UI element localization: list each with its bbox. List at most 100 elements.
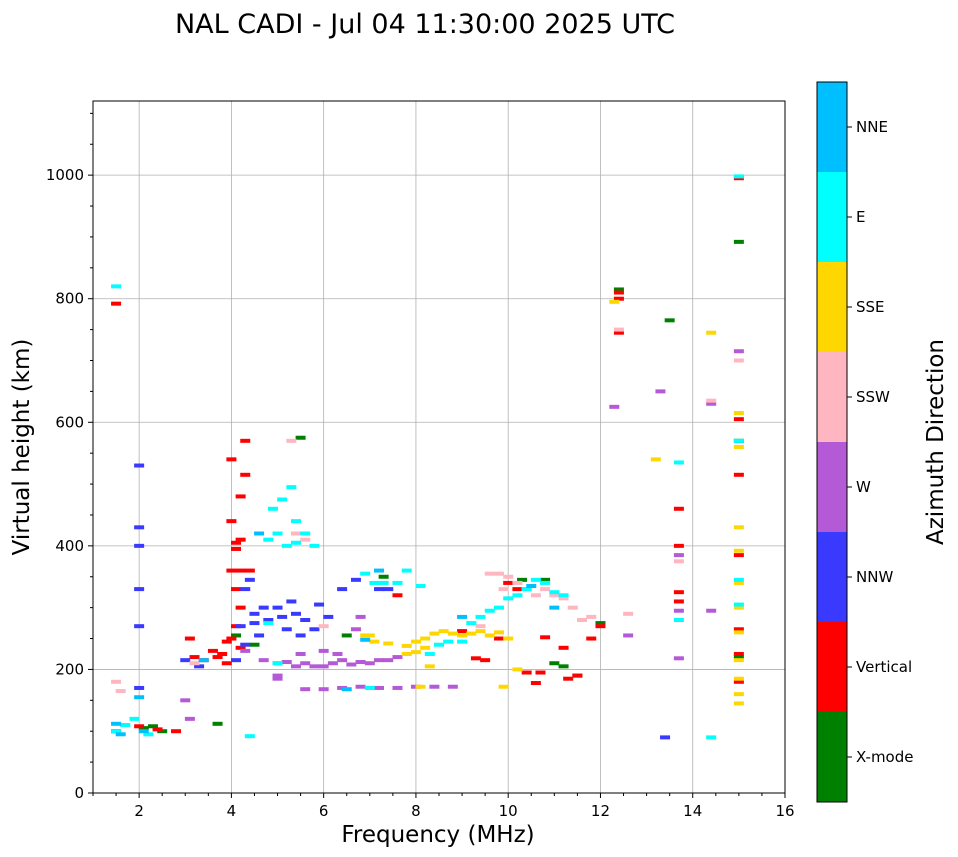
colorbar-tick-label: NNE [856,118,888,136]
echo-point-ssw [586,614,597,619]
echo-point-nnw [254,633,265,638]
echo-point-vertical [586,636,597,641]
echo-point-nnw [323,614,334,619]
echo-point-w [392,685,403,690]
echo-point-ssw [318,624,329,629]
colorbar-tick-label: SSE [856,298,885,316]
echo-point-e [521,587,532,592]
echo-point-e [111,284,122,289]
echo-point-w [300,687,311,692]
echo-point-nnw [134,525,145,530]
echo-point-sse [650,457,661,462]
x-tick-label: 10 [499,802,518,820]
echo-point-w [355,684,366,689]
echo-point-nnw [134,543,145,548]
colorbar-segment [817,352,847,442]
echo-point-e [300,531,311,536]
echo-point-e [277,497,288,502]
echo-point-w [383,658,394,663]
echo-point-nne [549,605,560,610]
echo-point-ssw [484,571,495,576]
echo-point-e [475,614,486,619]
echo-point-ssw [558,596,569,601]
echo-point-nne [111,721,122,726]
echo-point-e [272,531,283,536]
echo-point-e [290,519,301,524]
echo-point-sse [733,676,744,681]
echo-point-ssw [706,398,717,403]
echo-point-vertical [212,655,223,660]
echo-point-x-mode [595,621,606,626]
echo-point-ssw [498,587,509,592]
echo-point-ssw [189,661,200,666]
echo-point-vertical [673,506,684,511]
echo-point-nnw [350,577,361,582]
echo-point-sse [512,667,523,672]
echo-point-e [503,596,514,601]
echo-point-e [512,593,523,598]
echo-point-ssw [673,559,684,564]
echo-point-ssw [733,358,744,363]
echo-point-e [434,642,444,647]
echo-point-w [318,664,329,669]
echo-point-x-mode [249,642,260,647]
echo-point-w [346,662,357,667]
echo-point-x-mode [733,239,744,244]
echo-point-sse [429,631,440,636]
grid-lines [93,101,785,793]
echo-point-e [424,651,435,656]
echo-point-vertical [480,658,491,663]
echo-point-ssw [300,537,311,542]
echo-point-vertical [470,656,481,661]
echo-point-nne [360,637,371,642]
echo-point-e [484,608,495,613]
echo-point-vertical [733,472,744,477]
echo-point-vertical [184,636,195,641]
echo-point-e [392,580,403,585]
echo-point-vertical [226,568,237,573]
x-tick-label: 12 [591,802,610,820]
echo-point-x-mode [613,287,624,292]
echo-point-w [374,658,385,663]
echo-point-w [355,660,366,665]
echo-point-nnw [231,658,242,663]
echo-point-vertical [503,580,514,585]
chart-title: NAL CADI - Jul 04 11:30:00 2025 UTC [175,9,675,40]
echo-point-sse [733,548,744,553]
echo-point-ssw [290,531,301,536]
echo-point-nne [254,531,265,536]
echo-point-vertical [240,472,251,477]
echo-point-sse [503,636,514,641]
echo-point-nnw [263,618,274,622]
echo-point-e [673,460,684,465]
echo-point-vertical [673,543,684,548]
echo-point-nnw [290,611,301,616]
echo-point-ssw [115,689,126,694]
echo-point-w [184,716,195,721]
echo-point-vertical [535,670,546,675]
echo-point-w [318,648,329,653]
x-tick-label: 14 [683,802,702,820]
x-tick-label: 2 [134,802,144,820]
echo-point-ssw [503,574,514,579]
echo-point-w [281,660,292,665]
echo-point-vertical [595,624,606,629]
echo-point-nne [198,658,209,663]
echo-point-nnw [244,577,255,582]
echo-point-e [120,723,131,728]
echo-point-ssw [512,580,523,585]
echo-point-w [623,633,634,638]
echo-point-e [443,639,454,644]
echo-point-sse [360,633,371,638]
echo-point-x-mode [558,664,569,669]
echo-point-vertical [207,648,218,653]
echo-point-vertical [226,457,237,462]
echo-point-vertical [189,655,200,660]
echo-point-x-mode [231,633,242,638]
echo-point-e [733,577,744,582]
echo-point-nnw [134,587,145,592]
echo-point-vertical [733,627,744,632]
echo-point-sse [475,629,486,634]
echo-point-vertical [221,639,232,644]
